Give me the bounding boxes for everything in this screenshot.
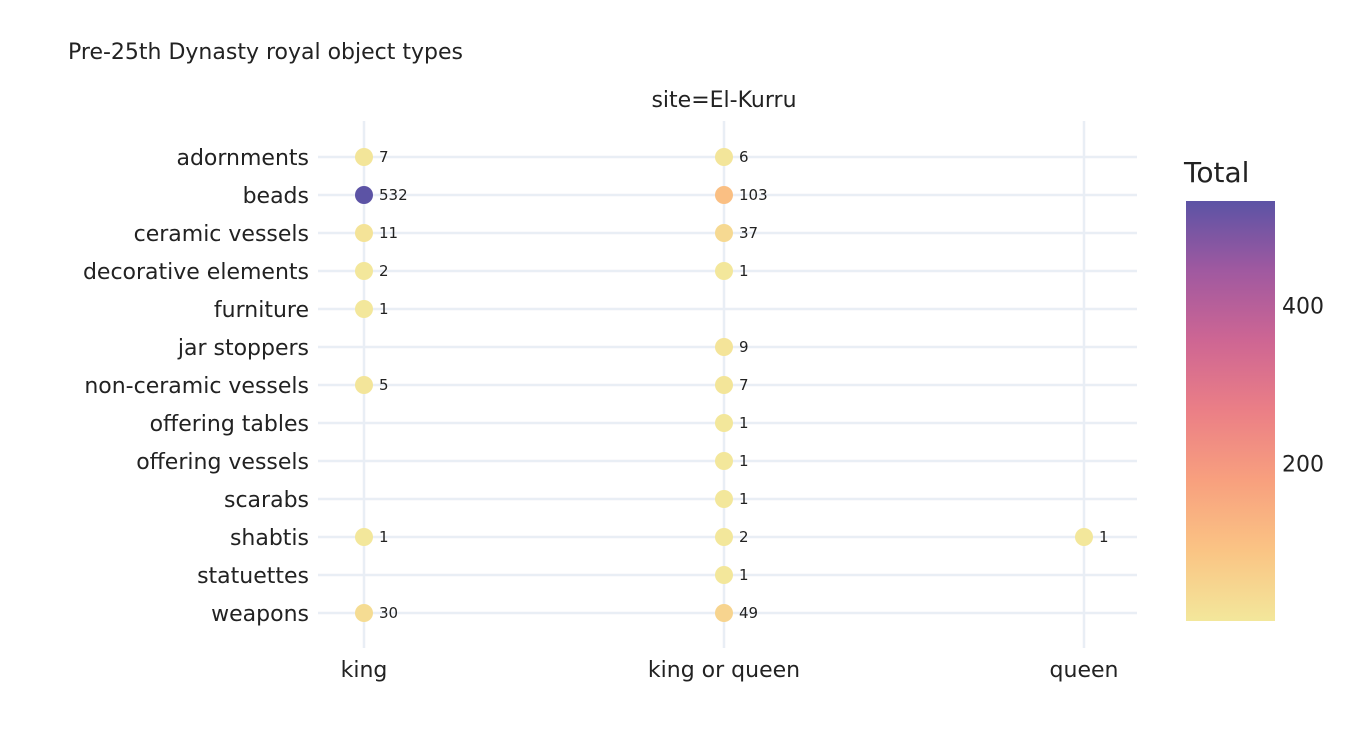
data-point (715, 452, 733, 470)
data-label: 1 (739, 452, 749, 470)
data-point (715, 224, 733, 242)
data-label: 1 (379, 528, 389, 546)
data-point (355, 300, 373, 318)
data-point (355, 262, 373, 280)
y-tick-label: ceramic vessels (134, 222, 309, 247)
y-tick-label: offering vessels (136, 450, 309, 475)
y-tick-label: shabtis (230, 526, 309, 551)
data-label: 532 (379, 186, 408, 204)
data-point (715, 148, 733, 166)
y-tick-label: statuettes (197, 564, 309, 589)
y-tick-label: scarabs (224, 488, 309, 513)
data-label: 1 (739, 566, 749, 584)
colorbar-tick-label: 400 (1282, 294, 1324, 319)
colorbar-title: Total (1183, 156, 1249, 189)
x-axis-ticks: king king or queen queen (341, 658, 1119, 683)
colorbar-tick-label: 200 (1282, 453, 1324, 478)
data-label: 1 (739, 414, 749, 432)
data-label: 2 (739, 528, 749, 546)
y-axis-ticks: adornments beads ceramic vessels decorative… (83, 146, 309, 627)
data-label: 1 (739, 490, 749, 508)
x-tick-label: king (341, 658, 388, 683)
data-label: 5 (379, 376, 389, 394)
data-point (355, 224, 373, 242)
y-tick-label: beads (243, 184, 309, 209)
data-point (715, 566, 733, 584)
data-point (355, 186, 373, 204)
y-tick-label: adornments (176, 146, 309, 171)
data-label: 7 (739, 376, 749, 394)
data-label: 11 (379, 224, 398, 242)
x-tick-label: queen (1050, 658, 1119, 683)
data-label: 7 (379, 148, 389, 166)
data-label: 9 (739, 338, 749, 356)
data-point (715, 338, 733, 356)
data-label: 103 (739, 186, 768, 204)
colorbar: Total 200 400 (1183, 156, 1324, 621)
data-point (715, 490, 733, 508)
data-point (355, 148, 373, 166)
y-tick-label: furniture (214, 298, 309, 323)
data-point (715, 604, 733, 622)
data-label: 2 (379, 262, 389, 280)
data-point (1075, 528, 1093, 546)
y-tick-label: offering tables (150, 412, 309, 437)
data-label: 49 (739, 604, 758, 622)
chart-title: Pre-25th Dynasty royal object types (68, 40, 463, 65)
data-point (715, 376, 733, 394)
data-label: 1 (739, 262, 749, 280)
data-point (715, 262, 733, 280)
data-point (355, 376, 373, 394)
data-label: 1 (1099, 528, 1109, 546)
data-label: 1 (379, 300, 389, 318)
data-label: 30 (379, 604, 398, 622)
colorbar-ticks: 200 400 (1282, 294, 1324, 477)
y-tick-label: decorative elements (83, 260, 309, 285)
y-tick-label: weapons (211, 602, 309, 627)
data-label: 37 (739, 224, 758, 242)
facet-title: site=El-Kurru (651, 88, 796, 113)
data-point (715, 186, 733, 204)
y-tick-label: jar stoppers (177, 336, 309, 361)
data-point (355, 528, 373, 546)
data-points (355, 148, 1093, 622)
data-point (355, 604, 373, 622)
data-label: 6 (739, 148, 749, 166)
colorbar-gradient (1186, 201, 1275, 621)
y-tick-label: non-ceramic vessels (84, 374, 309, 399)
data-point (715, 528, 733, 546)
x-tick-label: king or queen (648, 658, 800, 683)
data-point (715, 414, 733, 432)
